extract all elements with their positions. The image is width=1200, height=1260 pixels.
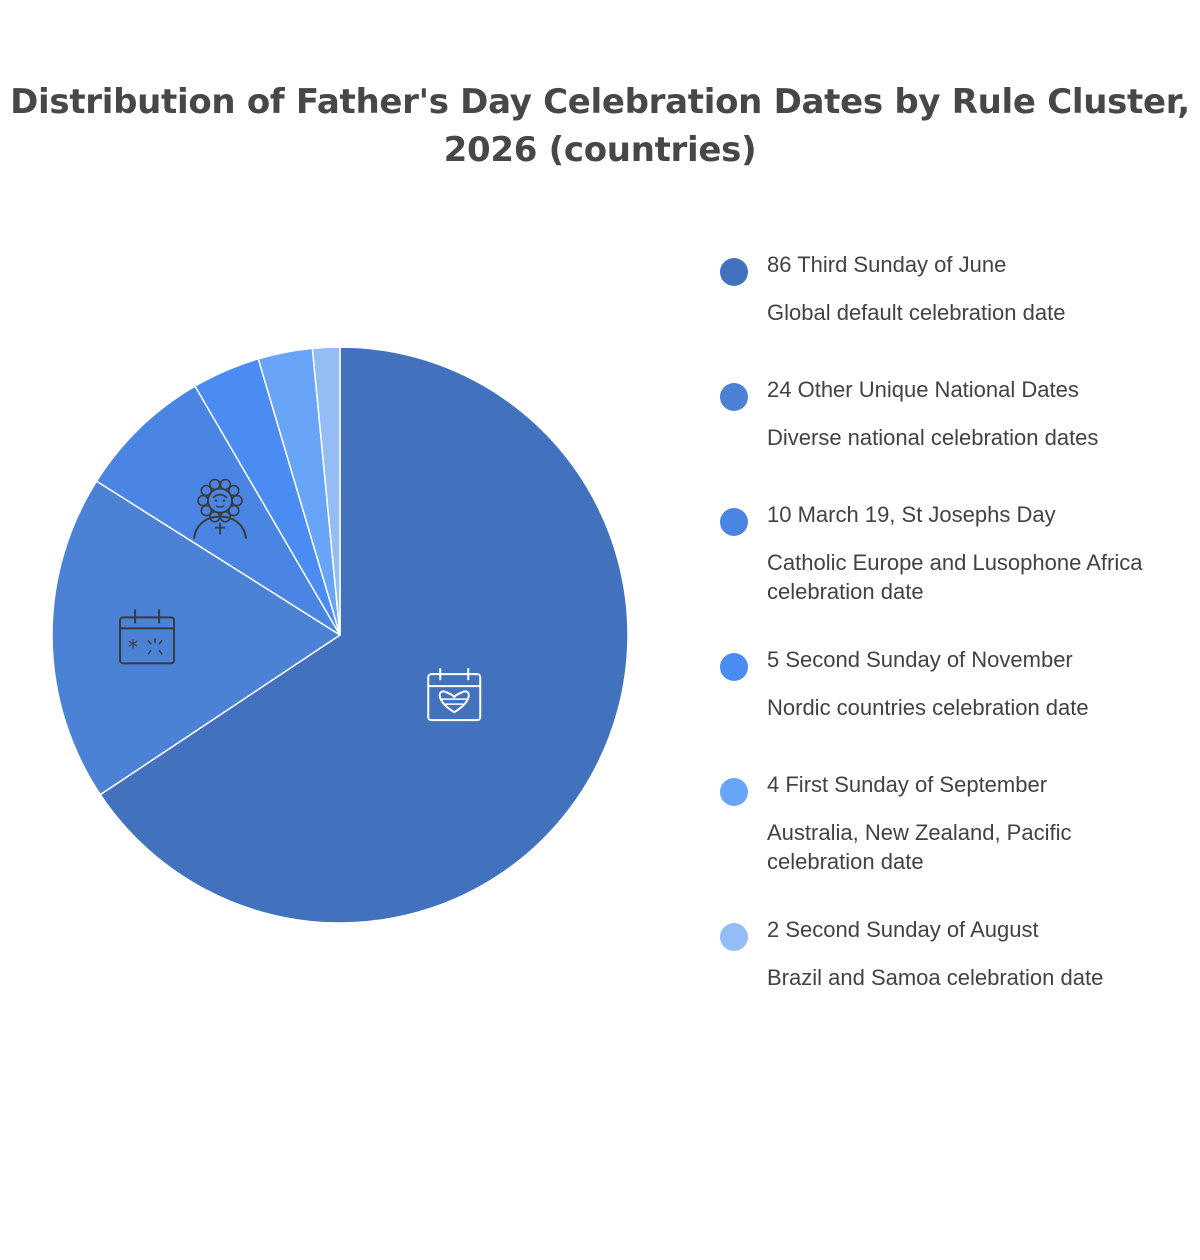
legend-description: Brazil and Samoa celebration date [767,965,1104,990]
legend-label: 24 Other Unique National Dates [767,375,1079,405]
legend-description: Nordic countries celebration date [767,695,1089,720]
legend-swatch [720,653,748,681]
legend-name: Other Unique National Dates [791,377,1079,402]
legend-label: 86 Third Sunday of June [767,250,1006,280]
legend-description: Global default celebration date [767,300,1066,325]
legend-value: 86 [767,252,792,277]
legend-description: Catholic Europe and Lusophone Africa cel… [767,550,1143,604]
legend-label: 10 March 19, St Josephs Day [767,500,1056,530]
svg-text:*: * [128,635,138,659]
legend-label: 4 First Sunday of September [767,770,1047,800]
pie-slice-6 [311,346,341,636]
calendar-sparkle-icon: * [119,609,176,665]
legend-name: Second Sunday of November [779,647,1073,672]
legend-value: 4 [767,772,780,797]
legend-name: Third Sunday of June [791,252,1007,277]
pie-slice-2 [51,480,341,796]
legend-swatch [720,383,748,411]
legend-value: 10 [767,502,792,527]
legend-label: 2 Second Sunday of August [767,915,1039,945]
legend-value: 2 [767,917,780,942]
legend-value: 5 [767,647,780,672]
legend-swatch [720,923,748,951]
saint-figure-icon [193,478,248,539]
legend-value: 24 [767,377,792,402]
legend-name: First Sunday of September [779,772,1048,797]
legend-description: Diverse national celebration dates [767,425,1099,450]
pie-slices [51,346,629,924]
legend-name: Second Sunday of August [779,917,1039,942]
legend-description: Australia, New Zealand, Pacific celebrat… [767,820,1072,874]
legend-label: 5 Second Sunday of November [767,645,1073,675]
legend-swatch [720,258,748,286]
pie-chart: * [51,346,629,924]
legend-name: March 19, St Josephs Day [791,502,1056,527]
legend-swatch [720,778,748,806]
chart-title: Distribution of Father's Day Celebration… [10,82,1190,170]
legend-swatch [720,508,748,536]
pie-icons: * [119,478,482,722]
pie-slice-1 [99,346,629,924]
